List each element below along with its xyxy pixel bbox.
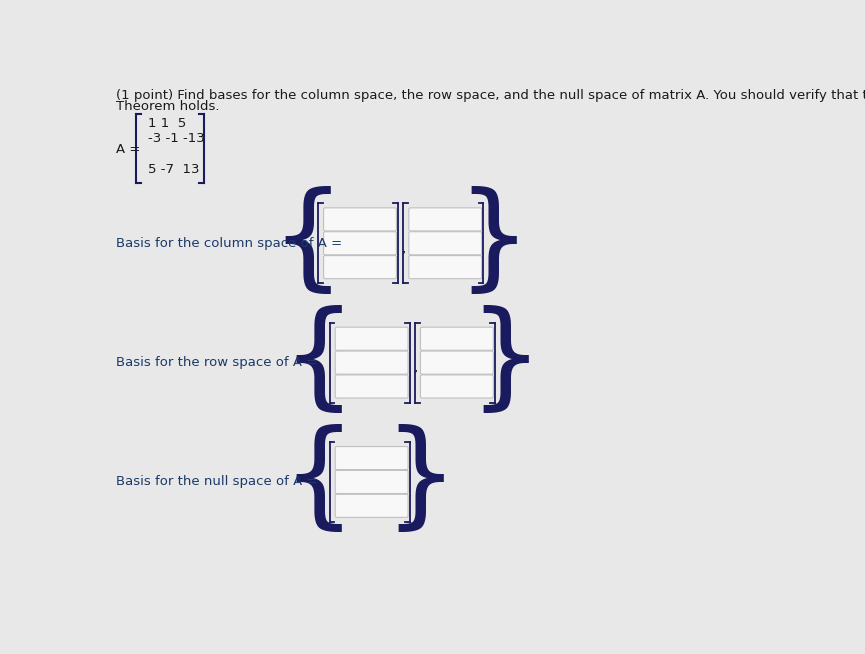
FancyBboxPatch shape bbox=[324, 256, 396, 279]
Text: }: } bbox=[469, 305, 543, 420]
FancyBboxPatch shape bbox=[420, 351, 493, 374]
Text: 1 1  5: 1 1 5 bbox=[149, 117, 187, 130]
Text: ,: , bbox=[402, 241, 407, 255]
FancyBboxPatch shape bbox=[336, 327, 408, 351]
Text: {: { bbox=[270, 186, 344, 301]
Text: {: { bbox=[282, 305, 356, 420]
Text: -3 -1 -13: -3 -1 -13 bbox=[149, 132, 205, 145]
FancyBboxPatch shape bbox=[336, 351, 408, 374]
FancyBboxPatch shape bbox=[324, 232, 396, 255]
Text: Basis for the row space of A =: Basis for the row space of A = bbox=[116, 356, 317, 369]
Text: }: } bbox=[457, 186, 531, 301]
Text: Basis for the column space of A =: Basis for the column space of A = bbox=[116, 237, 342, 250]
Text: {: { bbox=[282, 424, 356, 540]
FancyBboxPatch shape bbox=[336, 375, 408, 398]
Text: 5 -7  13: 5 -7 13 bbox=[149, 164, 200, 176]
Text: Theorem holds.: Theorem holds. bbox=[116, 100, 220, 113]
Text: A =: A = bbox=[116, 143, 140, 156]
Text: }: } bbox=[383, 424, 458, 540]
FancyBboxPatch shape bbox=[409, 256, 482, 279]
FancyBboxPatch shape bbox=[336, 470, 408, 494]
Text: Basis for the null space of A =: Basis for the null space of A = bbox=[116, 475, 317, 489]
FancyBboxPatch shape bbox=[409, 208, 482, 231]
FancyBboxPatch shape bbox=[324, 208, 396, 231]
Text: (1 point) Find bases for the column space, the row space, and the null space of : (1 point) Find bases for the column spac… bbox=[116, 89, 865, 102]
Text: ,: , bbox=[413, 360, 418, 374]
FancyBboxPatch shape bbox=[336, 494, 408, 517]
FancyBboxPatch shape bbox=[409, 232, 482, 255]
FancyBboxPatch shape bbox=[420, 327, 493, 351]
FancyBboxPatch shape bbox=[336, 447, 408, 470]
FancyBboxPatch shape bbox=[420, 375, 493, 398]
